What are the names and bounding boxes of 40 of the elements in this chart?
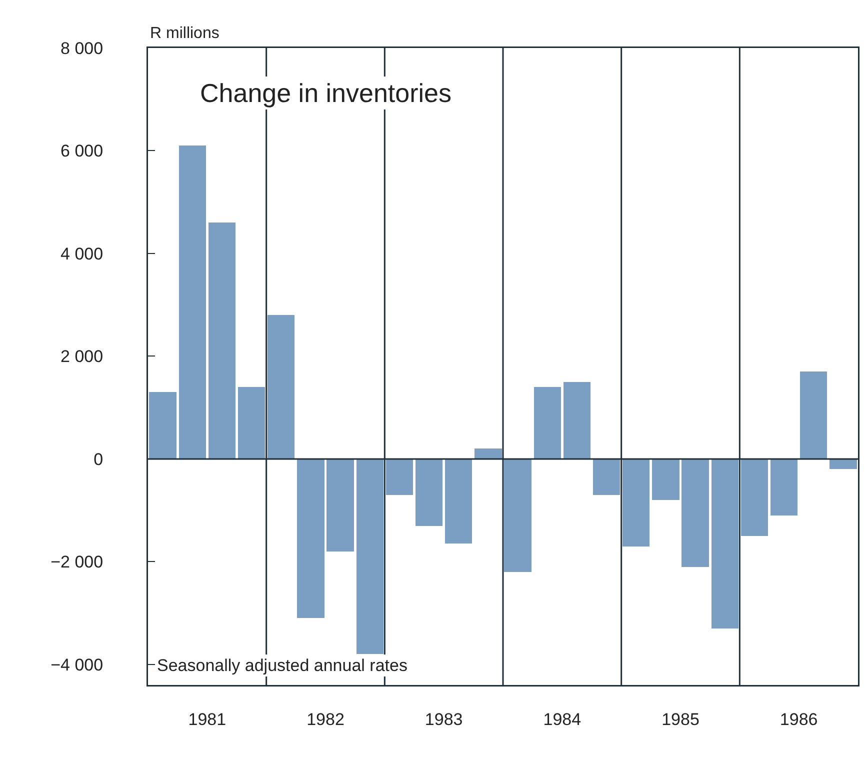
bar: [326, 458, 354, 552]
bar: [534, 387, 561, 459]
bar: [297, 458, 324, 618]
bar: [415, 458, 443, 526]
bar: [208, 222, 236, 459]
bar: [356, 458, 384, 654]
bar: [504, 458, 532, 572]
bar: [711, 458, 738, 628]
x-tick-label: 1982: [306, 710, 344, 729]
bar: [445, 458, 472, 544]
x-tick-label: 1983: [424, 710, 463, 729]
y-tick-label: −4 000: [50, 655, 104, 674]
bar: [178, 146, 206, 459]
bar: [474, 448, 502, 459]
bar: [386, 458, 414, 495]
bar: [652, 458, 680, 500]
x-tick-label: 1985: [662, 710, 700, 729]
y-tick-label: 2 000: [60, 347, 104, 366]
bar: [830, 458, 857, 470]
bar: [682, 458, 709, 567]
y-tick-label: 6 000: [60, 142, 104, 161]
y-tick-label: −2 000: [50, 552, 104, 572]
y-tick-label: 8 000: [60, 38, 104, 58]
bar: [238, 387, 266, 459]
bar: [622, 458, 650, 546]
y-tick-label: 4 000: [60, 244, 104, 264]
x-tick-label: 1986: [780, 710, 818, 729]
y-axis-title: R millions: [150, 25, 220, 42]
x-tick-label: 1984: [543, 710, 582, 729]
x-tick-label: 1981: [188, 710, 226, 729]
bar: [149, 392, 176, 459]
bar: [800, 372, 828, 459]
bar: [592, 458, 620, 495]
bar: [770, 458, 798, 516]
bar: [268, 315, 295, 459]
bar: [563, 382, 591, 459]
annotation: Seasonally adjusted annual rates: [157, 656, 408, 675]
bar: [740, 458, 768, 536]
y-tick-label: 0: [94, 450, 104, 469]
text: Change in inventories: [200, 78, 452, 108]
